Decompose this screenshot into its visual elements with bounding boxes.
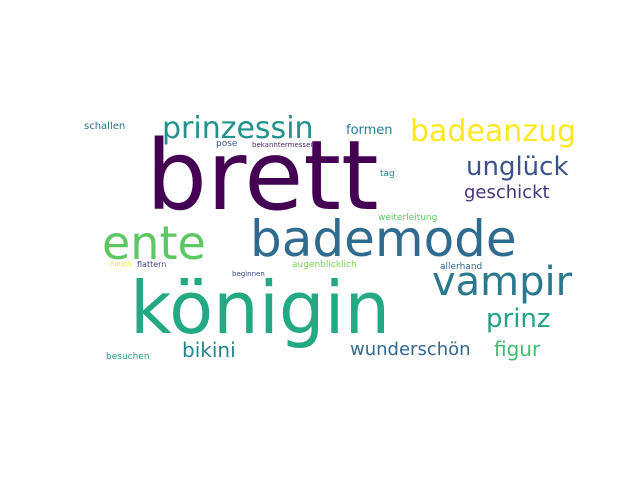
- word-vampir: vampir: [432, 259, 573, 305]
- word-besuchen: besuchen: [106, 352, 150, 362]
- word-allerhand: allerhand: [440, 262, 483, 272]
- word-augenblicklich: augenblicklich: [292, 260, 357, 270]
- word-flattern: flattern: [137, 260, 167, 269]
- word-figur: figur: [494, 337, 541, 361]
- word-koenigin: königin: [130, 266, 391, 350]
- word-weiterleitung: weiterleitung: [378, 213, 438, 223]
- word-formen: formen: [346, 123, 393, 138]
- word-hauch: hauch: [110, 260, 132, 268]
- word-bekanntermessen: bekanntermessen: [252, 141, 315, 149]
- word-bademode: bademode: [250, 210, 517, 268]
- word-brett: brett: [146, 120, 379, 232]
- word-pose: pose: [216, 139, 238, 149]
- word-tag: tag: [380, 169, 395, 179]
- word-ente: ente: [102, 216, 206, 270]
- word-wunderschoen: wunderschön: [350, 339, 471, 360]
- word-prinz: prinz: [486, 304, 551, 334]
- word-unglueck: unglück: [466, 152, 569, 182]
- word-schallen: schallen: [84, 121, 126, 132]
- word-bikini: bikini: [182, 338, 236, 362]
- word-badeanzug: badeanzug: [410, 114, 577, 149]
- word-prinzessin: prinzessin: [162, 111, 314, 146]
- word-beginnen: beginnen: [232, 270, 265, 278]
- word-geschickt: geschickt: [464, 182, 550, 203]
